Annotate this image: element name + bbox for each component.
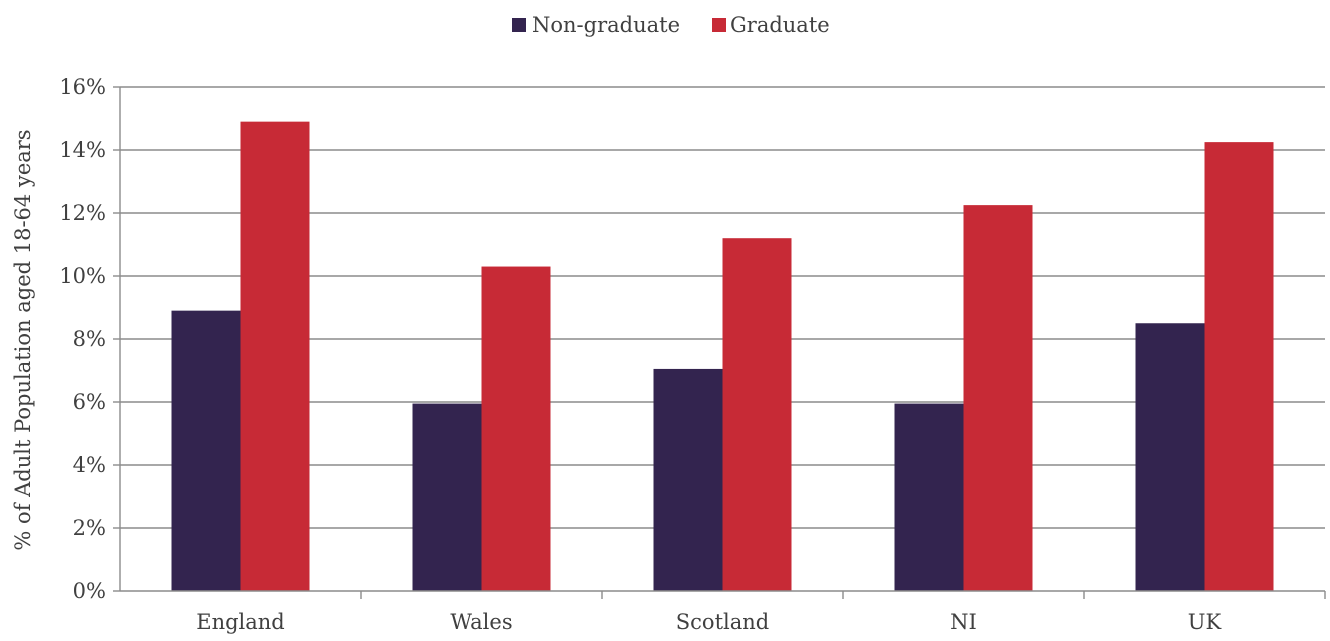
y-axis-label: % of Adult Population aged 18-64 years bbox=[11, 129, 35, 550]
axes bbox=[113, 86, 1326, 599]
legend-label: Graduate bbox=[730, 13, 830, 37]
x-tick-label: Scotland bbox=[676, 610, 769, 634]
legend-label: Non-graduate bbox=[532, 13, 680, 37]
legend-swatch bbox=[512, 18, 526, 32]
bar-non-graduate-wales bbox=[412, 403, 482, 591]
y-tick-label: 0% bbox=[73, 579, 106, 603]
legend: Non-graduate Graduate bbox=[512, 13, 830, 37]
y-tick-label: 6% bbox=[73, 390, 106, 414]
bar-graduate-scotland bbox=[722, 238, 792, 591]
bar-graduate-ni bbox=[963, 205, 1033, 591]
x-tick-label: Wales bbox=[450, 610, 512, 634]
bar-non-graduate-ni bbox=[894, 403, 964, 591]
y-tick-label: 16% bbox=[59, 75, 106, 99]
y-tick-label: 8% bbox=[73, 327, 106, 351]
legend-swatch bbox=[712, 18, 726, 32]
bar-graduate-england bbox=[240, 121, 310, 592]
y-tick-label: 2% bbox=[73, 516, 106, 540]
x-tick-label: UK bbox=[1188, 610, 1222, 634]
y-tick-label: 14% bbox=[59, 138, 106, 162]
y-tick-label: 10% bbox=[59, 264, 106, 288]
bar-graduate-wales bbox=[481, 266, 551, 591]
x-tick-label: England bbox=[196, 610, 285, 634]
x-tick-label: NI bbox=[950, 610, 977, 634]
bar-graduate-uk bbox=[1204, 142, 1274, 591]
y-tick-label: 4% bbox=[73, 453, 106, 477]
bar-non-graduate-uk bbox=[1135, 323, 1205, 591]
y-tick-labels: 0% 2% 4% 6% 8% 10% 12% 14% 16% bbox=[59, 75, 106, 603]
y-tick-label: 12% bbox=[59, 201, 106, 225]
bar-non-graduate-england bbox=[171, 310, 241, 591]
bars bbox=[171, 121, 1274, 592]
bar-non-graduate-scotland bbox=[653, 368, 723, 591]
x-tick-labels: England Wales Scotland NI UK bbox=[196, 610, 1221, 634]
